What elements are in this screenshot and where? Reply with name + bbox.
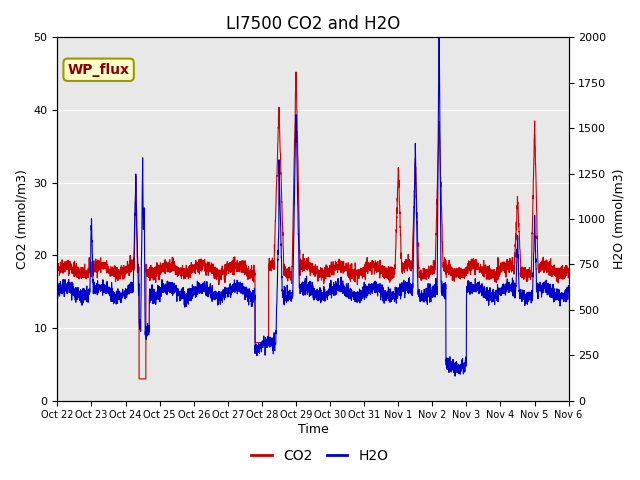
Y-axis label: H2O (mmol/m3): H2O (mmol/m3) xyxy=(612,169,625,269)
X-axis label: Time: Time xyxy=(298,423,328,436)
Legend: CO2, H2O: CO2, H2O xyxy=(246,443,394,468)
Y-axis label: CO2 (mmol/m3): CO2 (mmol/m3) xyxy=(15,169,28,269)
Text: WP_flux: WP_flux xyxy=(68,63,130,77)
Title: LI7500 CO2 and H2O: LI7500 CO2 and H2O xyxy=(226,15,400,33)
